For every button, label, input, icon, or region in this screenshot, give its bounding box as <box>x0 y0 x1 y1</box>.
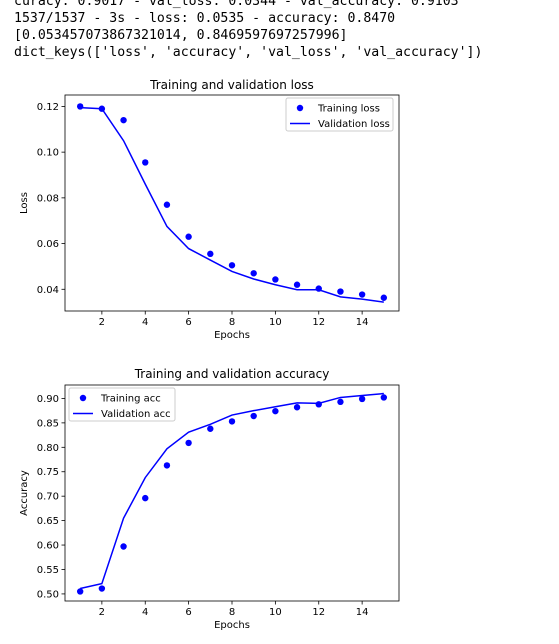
legend-box <box>285 97 394 132</box>
y-tick-label: 0.08 <box>37 193 59 204</box>
x-tick-label: 6 <box>185 607 191 618</box>
data-point <box>250 412 257 420</box>
y-tick-label: 0.75 <box>37 467 59 478</box>
x-tick-label: 12 <box>312 317 325 328</box>
console-output: curacy: 0.9017 - val_loss: 0.0344 - val_… <box>14 0 482 61</box>
y-tick-label: 0.85 <box>37 418 59 429</box>
data-point <box>98 105 106 112</box>
y-tick-label: 0.06 <box>37 239 59 250</box>
data-point <box>163 201 171 208</box>
y-tick-label: 0.04 <box>37 285 59 296</box>
data-point <box>315 285 322 292</box>
data-point <box>185 233 192 240</box>
x-tick-label: 8 <box>229 317 235 328</box>
data-point <box>142 494 149 502</box>
x-tick-label: 10 <box>269 607 282 618</box>
data-point <box>358 291 366 298</box>
data-point <box>380 294 388 301</box>
loss-chart: Training and validation loss 2 4 6 8 10 12 14 0.… <box>19 78 400 341</box>
legend-label: Validation loss <box>318 119 390 130</box>
data-point <box>337 398 344 406</box>
x-tick-label: 2 <box>99 317 105 328</box>
data-point <box>120 116 127 124</box>
legend-marker <box>79 394 87 402</box>
data-point <box>250 270 257 277</box>
series-line <box>80 392 384 590</box>
y-tick-label: 0.90 <box>37 394 59 405</box>
series-line <box>80 106 384 303</box>
data-point <box>272 407 279 415</box>
data-point <box>272 276 279 283</box>
y-tick-label: 0.12 <box>37 102 59 113</box>
data-point <box>98 585 106 592</box>
y-tick-label: 0.50 <box>37 589 59 600</box>
x-tick-label: 14 <box>356 607 369 618</box>
x-tick-label: 14 <box>356 317 369 328</box>
data-point <box>76 588 84 595</box>
data-point <box>337 288 344 295</box>
data-point <box>228 262 236 269</box>
x-tick-label: 4 <box>142 317 148 328</box>
x-axis-label: Epochs <box>214 620 250 631</box>
y-tick-label: 0.10 <box>37 148 59 159</box>
legend-box <box>68 387 176 422</box>
data-point <box>315 401 322 408</box>
data-point <box>142 159 149 166</box>
data-point <box>207 250 214 258</box>
legend-label: Validation acc <box>101 409 171 420</box>
chart-title: Training and validation loss <box>149 78 314 92</box>
data-point <box>207 425 214 432</box>
y-tick-label: 0.60 <box>37 541 59 552</box>
legend-label: Training loss <box>317 104 380 115</box>
console-line: 1537/1537 - 3s - loss: 0.0535 - accuracy… <box>14 11 396 26</box>
x-tick-label: 8 <box>229 607 235 618</box>
x-tick-label: 6 <box>185 317 191 328</box>
console-line: curacy: 0.9017 - val_loss: 0.0344 - val_… <box>14 0 459 9</box>
data-point <box>228 418 236 425</box>
x-tick-label: 4 <box>142 607 148 618</box>
x-tick-label: 12 <box>312 607 325 618</box>
y-tick-label: 0.65 <box>37 516 59 527</box>
accuracy-chart: Training and validation accuracy 2 4 6 8 10 12… <box>19 367 400 631</box>
data-point <box>185 439 192 447</box>
console-line: dict_keys(['loss', 'accuracy', 'val_loss… <box>14 45 483 60</box>
y-tick-label: 0.80 <box>37 443 59 454</box>
chart-title: Training and validation accuracy <box>134 367 330 381</box>
data-point <box>358 395 366 403</box>
data-point <box>293 404 301 411</box>
y-tick-label: 0.55 <box>37 565 59 576</box>
data-point <box>293 281 301 288</box>
data-point <box>163 462 171 469</box>
data-point <box>76 103 84 110</box>
data-point <box>380 394 388 401</box>
data-point <box>120 543 127 550</box>
x-tick-label: 10 <box>269 317 282 328</box>
console-line: [0.053457073867321014, 0.846959769725799… <box>14 28 348 43</box>
legend-marker <box>296 104 304 112</box>
legend-label: Training acc <box>100 394 161 405</box>
x-tick-label: 2 <box>99 607 105 618</box>
y-tick-label: 0.70 <box>37 492 59 503</box>
y-axis-label: Accuracy <box>19 470 30 516</box>
x-axis-label: Epochs <box>214 330 250 341</box>
y-axis-label: Loss <box>19 192 30 214</box>
